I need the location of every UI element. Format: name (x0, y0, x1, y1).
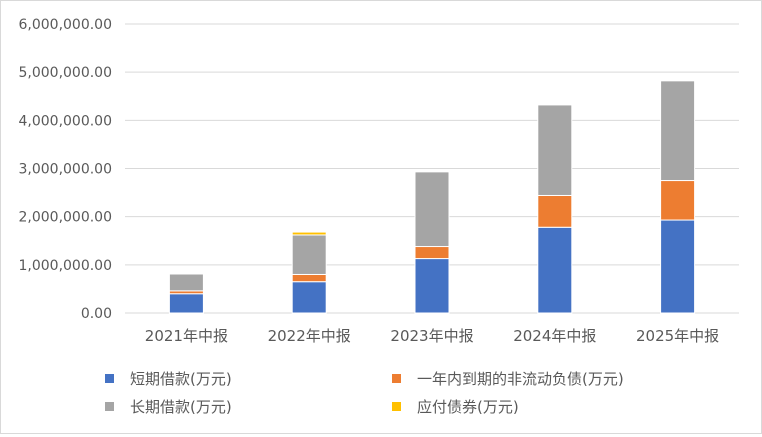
legend-label-short-term-loans: 短期借款(万元) (130, 369, 232, 388)
y-tick-label: 4,000,000.00 (18, 113, 112, 129)
y-tick-label: 5,000,000.00 (18, 65, 112, 81)
bar-segment (660, 180, 696, 221)
bar-segment (168, 293, 204, 314)
y-tick-label: 2,000,000.00 (18, 210, 112, 226)
legend-label-bonds-payable: 应付债券(万元) (417, 397, 519, 416)
bar-segment (414, 258, 450, 314)
y-tick-label: 1,000,000.00 (18, 258, 112, 274)
x-tick-label: 2022年中报 (268, 327, 351, 345)
legend-swatch-current-portion-noncurrent-liabilities (392, 373, 401, 383)
bar-segment (537, 226, 573, 314)
bar-segment (537, 194, 573, 228)
bars (168, 80, 696, 314)
bar-segment (537, 104, 573, 196)
legend-item-current-portion-noncurrent-liabilities: 一年内到期的非流动负债(万元) (392, 367, 624, 389)
legend-label-long-term-loans: 长期借款(万元) (130, 397, 232, 416)
y-tick-label: 3,000,000.00 (18, 162, 112, 178)
x-tick-label: 2021年中报 (145, 327, 228, 345)
legend-item-bonds-payable: 应付债券(万元) (392, 395, 519, 417)
y-axis-tick-labels: 0.00 1,000,000.00 2,000,000.00 3,000,000.00… (18, 17, 112, 322)
x-axis-tick-labels: 2021年中报 2022年中报 2023年中报 2024年中报 2025年中报 (145, 327, 719, 345)
legend-swatch-long-term-loans (105, 401, 114, 411)
bar-segment (291, 281, 327, 314)
bar-segment (660, 80, 696, 182)
bar-segment (168, 273, 204, 292)
legend-swatch-bonds-payable (392, 401, 401, 411)
legend-label-current-portion-noncurrent-liabilities: 一年内到期的非流动负债(万元) (417, 369, 624, 388)
y-tick-label: 0.00 (81, 306, 112, 322)
y-tick-label: 6,000,000.00 (18, 17, 112, 33)
legend-swatch-short-term-loans (105, 373, 114, 383)
bar-segment (291, 231, 327, 236)
legend-item-short-term-loans: 短期借款(万元) (105, 367, 232, 389)
bar-segment (414, 171, 450, 248)
bar-segment (168, 272, 204, 275)
bar-segment (414, 246, 450, 260)
bar-segment (660, 219, 696, 314)
bar-segment (291, 273, 327, 283)
legend-item-long-term-loans: 长期借款(万元) (105, 395, 232, 417)
x-tick-label: 2023年中报 (390, 327, 473, 345)
x-tick-label: 2025年中报 (636, 327, 719, 345)
bar-segment (291, 234, 327, 275)
x-tick-label: 2024年中报 (513, 327, 596, 345)
